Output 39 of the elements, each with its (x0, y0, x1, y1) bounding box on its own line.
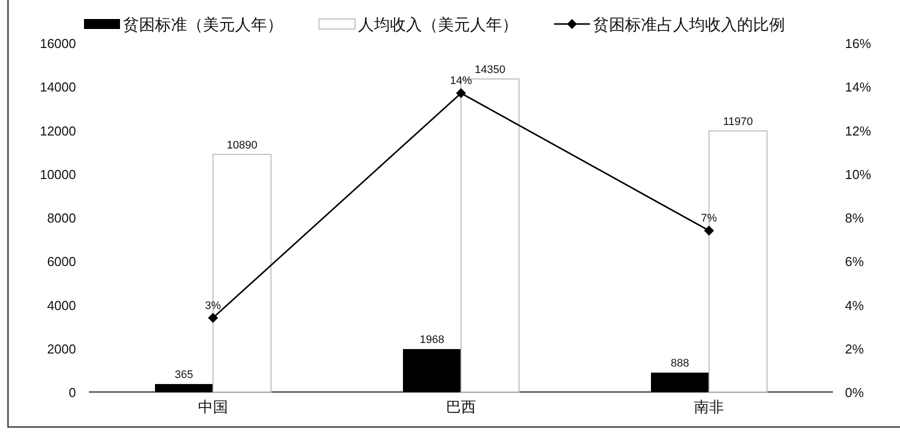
point (704, 226, 714, 236)
data-label: 7% (701, 212, 718, 225)
y2-tick-label: 12% (845, 123, 872, 138)
y2-tick-label: 0% (845, 385, 864, 400)
data-label: 14350 (474, 64, 506, 76)
data-label: 365 (174, 369, 194, 382)
data-label: 3% (205, 300, 222, 312)
y-tick-label: 10000 (40, 166, 76, 182)
data-label: 1968 (420, 334, 444, 346)
y2-tick-label: 6% (845, 254, 864, 270)
bar (154, 384, 213, 392)
point (456, 88, 466, 98)
y-tick-label: 6000 (47, 254, 76, 270)
x-tick-label: 南非 (694, 399, 724, 416)
y2-tick-label: 2% (845, 341, 864, 356)
x-tick-label: 巴西 (446, 399, 476, 416)
bar (402, 349, 461, 392)
y-tick-label: 12000 (40, 123, 76, 138)
data-label: 888 (670, 358, 690, 370)
y2-tick-label: 14% (845, 80, 872, 95)
data-label: 11970 (723, 116, 753, 128)
y2-tick-label: 8% (845, 210, 864, 226)
y2-tick-label: 10% (845, 166, 872, 182)
point (208, 312, 218, 323)
legend-label: 人均收入（美元人年） (358, 16, 518, 34)
bar (650, 372, 709, 392)
y-tick-label: 4000 (47, 298, 76, 313)
data-label: 14% (450, 75, 472, 88)
legend-label: 贫困标准（美元人年） (123, 16, 283, 34)
y-tick-label: 2000 (47, 341, 76, 356)
y-tick-label: 8000 (47, 210, 76, 226)
x-tick-label: 中国 (198, 399, 228, 416)
legend-label: 贫困标准占人均收入的比例 (593, 16, 785, 34)
data-label: 10890 (226, 139, 258, 152)
y-tick-label: 16000 (40, 36, 76, 51)
y-tick-label: 14000 (40, 80, 76, 95)
y2-tick-label: 16% (845, 36, 872, 51)
y-tick-label: 0 (68, 385, 76, 400)
y2-tick-label: 4% (845, 298, 864, 313)
